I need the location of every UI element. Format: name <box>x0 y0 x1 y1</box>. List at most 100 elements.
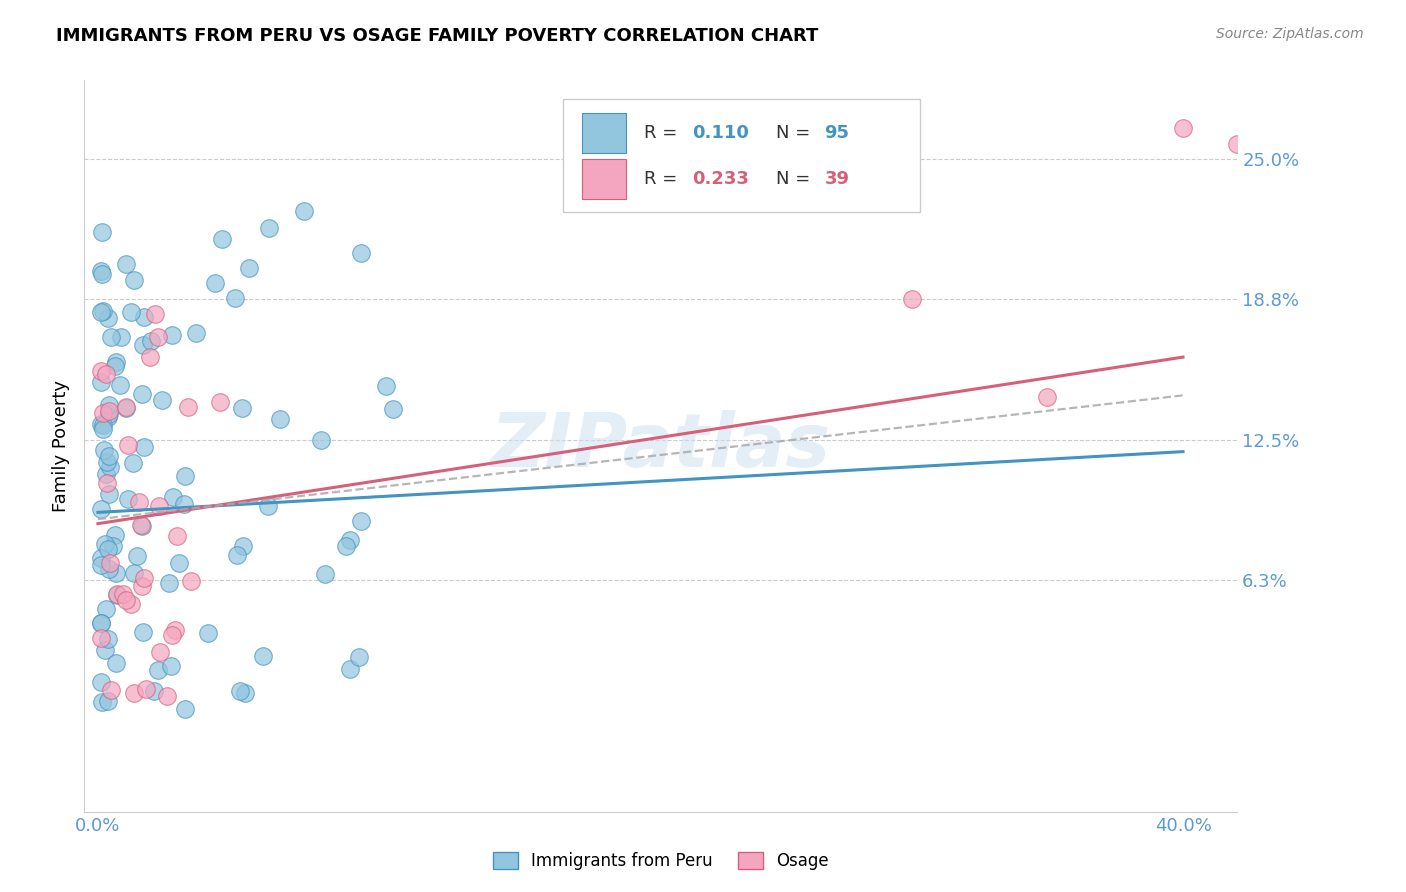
Point <box>90 264 112 278</box>
Text: N =: N = <box>776 124 815 142</box>
Point <box>122 566 145 580</box>
Point <box>97 632 120 646</box>
Point <box>162 628 184 642</box>
Point <box>98 449 121 463</box>
Point <box>90 375 112 389</box>
Point <box>105 566 128 580</box>
Text: 0.233: 0.233 <box>692 170 749 188</box>
Point <box>96 455 118 469</box>
Point <box>93 442 115 457</box>
Point <box>143 308 166 322</box>
Point <box>110 330 132 344</box>
Point <box>115 592 138 607</box>
Point <box>1036 390 1059 404</box>
Point <box>339 533 361 548</box>
Point <box>90 364 112 378</box>
Point <box>105 587 128 601</box>
Point <box>177 400 200 414</box>
FancyBboxPatch shape <box>562 99 921 212</box>
Point <box>173 468 195 483</box>
Point <box>90 305 112 319</box>
Point <box>97 487 120 501</box>
Point <box>224 291 246 305</box>
Point <box>114 257 136 271</box>
Point <box>100 683 122 698</box>
FancyBboxPatch shape <box>582 159 626 199</box>
Point <box>125 549 148 563</box>
Point <box>231 401 253 415</box>
Point <box>112 587 135 601</box>
Point <box>96 602 118 616</box>
Point <box>138 351 160 365</box>
Point <box>165 624 187 638</box>
Point <box>108 378 131 392</box>
Point <box>131 519 153 533</box>
Point <box>90 417 112 431</box>
Point <box>157 576 180 591</box>
Point <box>900 292 922 306</box>
Point <box>150 392 173 407</box>
Point <box>101 539 124 553</box>
Point <box>148 499 170 513</box>
Text: 95: 95 <box>824 124 849 142</box>
Point <box>91 422 114 436</box>
Point <box>121 597 143 611</box>
Point <box>90 558 112 573</box>
Point <box>98 398 121 412</box>
Point <box>120 305 142 319</box>
Point <box>350 514 373 528</box>
Point <box>97 311 120 326</box>
Point <box>104 359 127 373</box>
Point <box>90 501 112 516</box>
Text: IMMIGRANTS FROM PERU VS OSAGE FAMILY POVERTY CORRELATION CHART: IMMIGRANTS FROM PERU VS OSAGE FAMILY POV… <box>56 27 818 45</box>
Point <box>184 326 207 340</box>
Point <box>156 689 179 703</box>
Point <box>90 695 112 709</box>
Point <box>166 529 188 543</box>
Point <box>229 684 252 698</box>
Point <box>208 395 231 409</box>
Legend: Immigrants from Peru, Osage: Immigrants from Peru, Osage <box>486 845 835 877</box>
Point <box>117 438 139 452</box>
Point <box>91 406 114 420</box>
Text: N =: N = <box>776 170 815 188</box>
Point <box>233 686 256 700</box>
Point <box>204 276 226 290</box>
Point <box>90 616 112 631</box>
Point <box>128 495 150 509</box>
Point <box>98 459 121 474</box>
Point <box>114 400 136 414</box>
Point <box>94 367 117 381</box>
Point <box>238 261 260 276</box>
Point <box>167 556 190 570</box>
Point <box>122 272 145 286</box>
Point <box>174 702 197 716</box>
FancyBboxPatch shape <box>582 112 626 153</box>
Point <box>232 539 254 553</box>
Point <box>90 675 112 690</box>
Point <box>91 303 114 318</box>
Point <box>122 456 145 470</box>
Text: R =: R = <box>644 124 682 142</box>
Point <box>104 656 127 670</box>
Point <box>131 387 153 401</box>
Point <box>90 615 112 630</box>
Point <box>91 418 114 433</box>
Point <box>98 404 121 418</box>
Point <box>90 631 112 645</box>
Point <box>135 682 157 697</box>
Point <box>97 562 120 576</box>
Point <box>294 204 316 219</box>
Point <box>100 330 122 344</box>
Point <box>314 566 336 581</box>
Point <box>96 476 118 491</box>
Point <box>347 650 370 665</box>
Point <box>134 440 156 454</box>
Point <box>225 549 247 563</box>
Point <box>211 232 233 246</box>
Point <box>122 686 145 700</box>
Point <box>129 517 152 532</box>
Point <box>162 327 184 342</box>
Point <box>90 550 112 565</box>
Text: R =: R = <box>644 170 682 188</box>
